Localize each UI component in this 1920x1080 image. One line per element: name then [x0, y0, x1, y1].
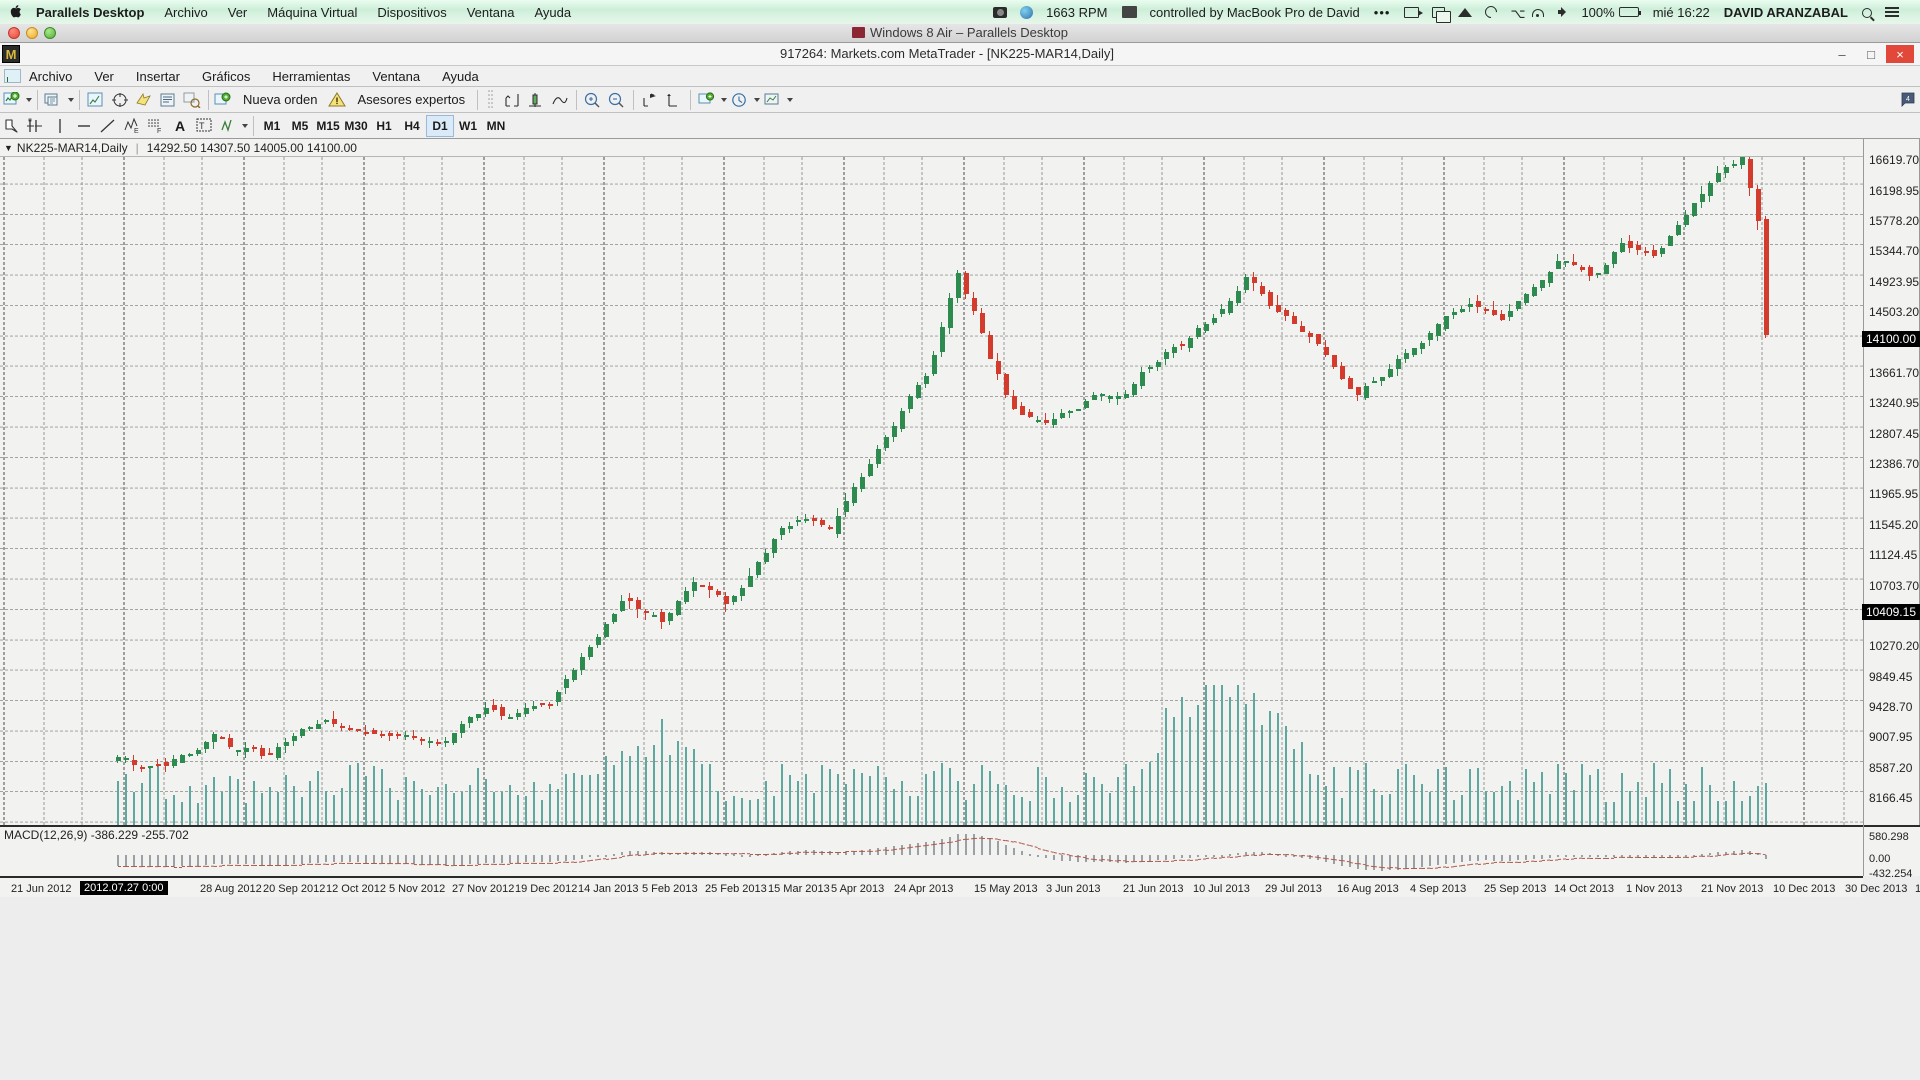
- svg-text:E: E: [134, 128, 139, 134]
- svg-text:F: F: [157, 128, 161, 134]
- svg-text:4: 4: [1906, 96, 1910, 103]
- svg-text:T: T: [199, 121, 205, 131]
